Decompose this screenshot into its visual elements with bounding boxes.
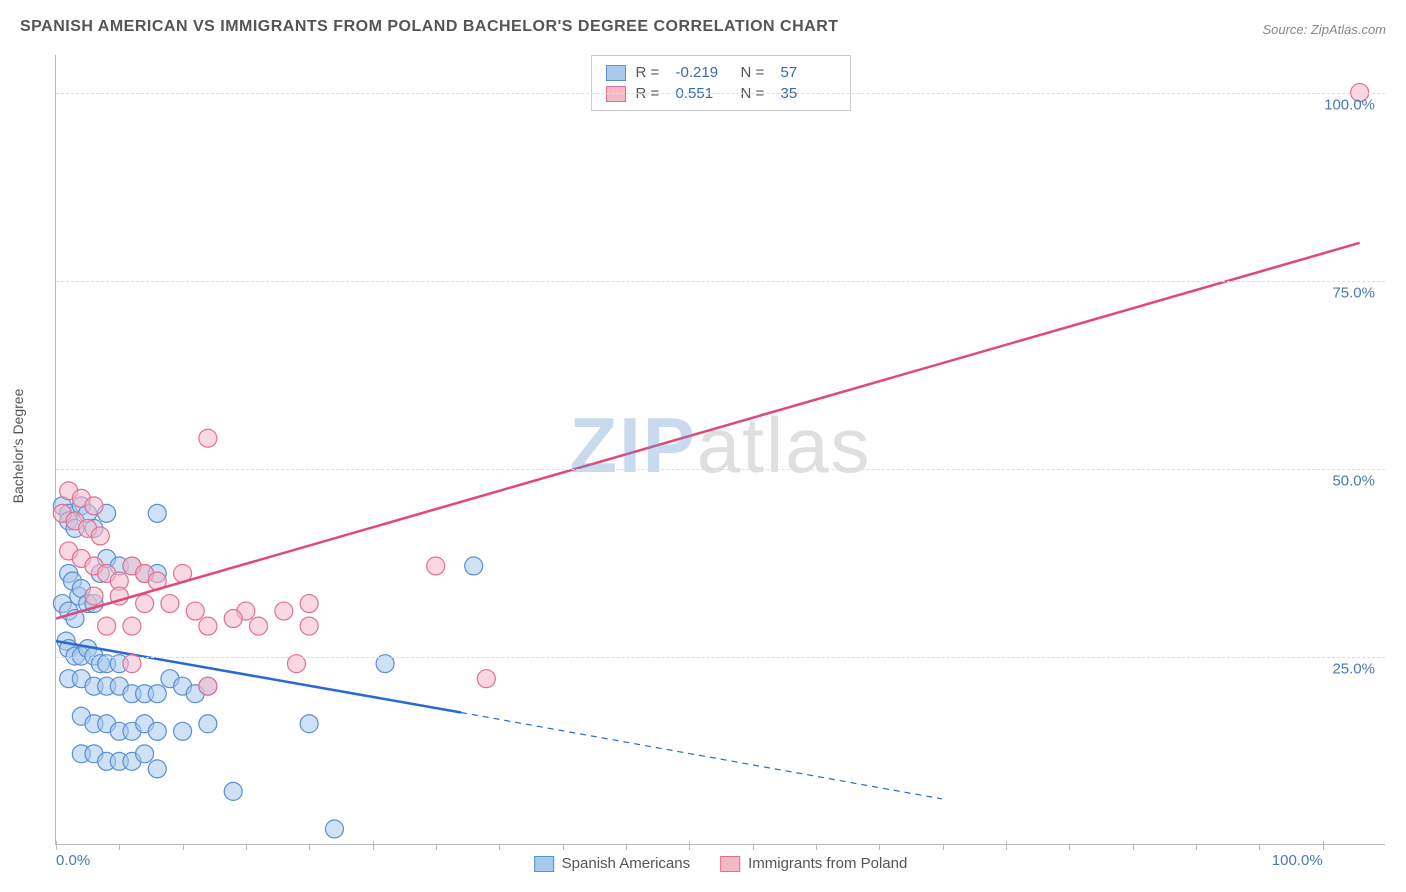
x-tick <box>246 844 247 850</box>
data-point <box>427 557 445 575</box>
r-label: R = <box>636 64 666 81</box>
legend-swatch <box>720 856 740 872</box>
data-point <box>224 782 242 800</box>
gridline <box>56 93 1385 94</box>
series-legend: Spanish Americans Immigrants from Poland <box>534 855 908 872</box>
y-axis-label: Bachelor's Degree <box>10 389 26 504</box>
data-point <box>300 595 318 613</box>
x-tick <box>499 844 500 850</box>
source-credit: Source: ZipAtlas.com <box>1262 22 1386 37</box>
x-tick <box>1196 844 1197 850</box>
x-tick <box>626 844 627 850</box>
series-legend-item: Spanish Americans <box>534 855 690 872</box>
data-point <box>136 745 154 763</box>
x-tick <box>183 844 184 850</box>
data-point <box>148 504 166 522</box>
data-point <box>199 677 217 695</box>
series-name: Immigrants from Poland <box>748 855 907 872</box>
data-point <box>300 715 318 733</box>
x-tick <box>373 841 374 850</box>
data-point <box>250 617 268 635</box>
legend-swatch <box>534 856 554 872</box>
stats-legend-row: R = -0.219 N = 57 <box>606 62 836 83</box>
data-point <box>85 497 103 515</box>
data-point <box>199 429 217 447</box>
x-tick <box>943 844 944 850</box>
data-point <box>199 715 217 733</box>
x-tick <box>1006 841 1007 850</box>
data-point <box>148 685 166 703</box>
data-point <box>174 722 192 740</box>
trend-line <box>56 243 1360 619</box>
data-point <box>148 722 166 740</box>
x-tick <box>309 844 310 850</box>
chart-title: SPANISH AMERICAN VS IMMIGRANTS FROM POLA… <box>20 18 839 36</box>
data-point <box>275 602 293 620</box>
x-tick <box>1069 844 1070 850</box>
x-tick <box>1259 844 1260 850</box>
x-tick <box>1133 844 1134 850</box>
y-tick-label: 100.0% <box>1324 96 1375 113</box>
y-tick-label: 75.0% <box>1332 284 1375 301</box>
data-point <box>224 610 242 628</box>
trend-line <box>56 641 461 712</box>
data-point <box>325 820 343 838</box>
stats-legend: R =-0.219N =57R =0.551N =35 <box>591 55 851 111</box>
x-tick <box>119 844 120 850</box>
x-tick <box>753 844 754 850</box>
x-tick <box>436 844 437 850</box>
data-point <box>98 617 116 635</box>
r-value: -0.219 <box>676 64 731 81</box>
data-point <box>199 617 217 635</box>
data-point <box>91 527 109 545</box>
series-name: Spanish Americans <box>562 855 690 872</box>
x-tick <box>689 841 690 850</box>
x-tick <box>563 844 564 850</box>
x-tick <box>879 844 880 850</box>
y-tick-label: 50.0% <box>1332 472 1375 489</box>
x-tick-label: 0.0% <box>56 852 90 869</box>
data-point <box>161 595 179 613</box>
trend-line-dashed <box>461 713 942 799</box>
data-point <box>186 602 204 620</box>
scatter-svg <box>56 55 1385 844</box>
x-tick-label: 100.0% <box>1272 852 1323 869</box>
data-point <box>123 617 141 635</box>
data-point <box>465 557 483 575</box>
x-tick <box>816 844 817 850</box>
series-legend-item: Immigrants from Poland <box>720 855 907 872</box>
data-point <box>85 587 103 605</box>
n-value: 57 <box>781 64 836 81</box>
gridline <box>56 657 1385 658</box>
gridline <box>56 281 1385 282</box>
x-tick <box>1323 841 1324 850</box>
data-point <box>148 760 166 778</box>
legend-swatch <box>606 65 626 81</box>
chart-plot-area: ZIPatlas R =-0.219N =57R =0.551N =35 Spa… <box>55 55 1385 845</box>
data-point <box>477 670 495 688</box>
n-label: N = <box>741 64 771 81</box>
data-point <box>136 595 154 613</box>
y-tick-label: 25.0% <box>1332 660 1375 677</box>
gridline <box>56 469 1385 470</box>
x-tick <box>56 841 57 850</box>
data-point <box>300 617 318 635</box>
